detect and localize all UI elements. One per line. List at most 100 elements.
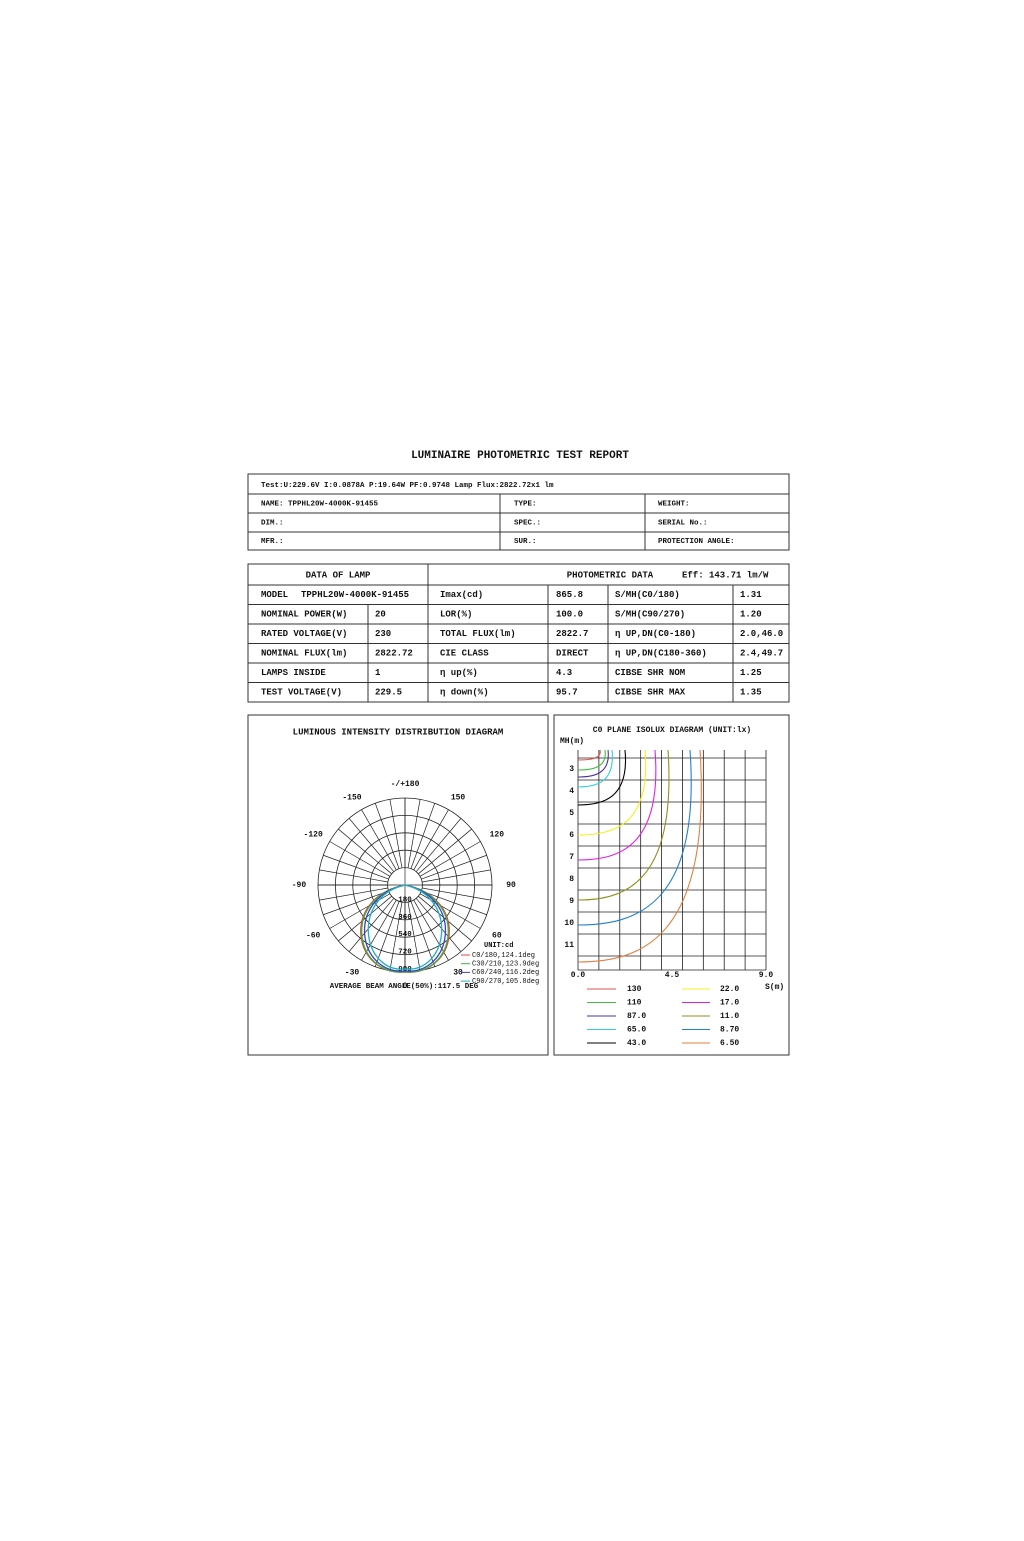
data-cell: S/MH(C0/180) [615,590,680,600]
polar-curve [361,884,449,973]
data-cell: 2822.72 [375,649,413,659]
polar-spoke [361,899,397,961]
isolux-frame [553,714,790,1056]
polar-angle-label: -60 [306,932,321,941]
polar-spoke [422,869,491,883]
report-title: LUMINAIRE PHOTOMETRIC TEST REPORT [411,450,629,462]
polar-angle-label: 30 [453,969,463,978]
info-cell: SERIAL No.: [658,519,708,527]
polar-angle-label: 0 [403,982,408,991]
lamp-header: DATA OF LAMP [306,570,371,580]
isolux-y-tick: 4 [569,787,574,796]
data-cell: NOMINAL POWER(W) [261,610,347,620]
isolux-curve [577,749,647,836]
polar-spoke [421,890,487,916]
legend-label: C60/240,116.2deg [472,969,539,977]
polar-radial-label: 720 [398,949,412,957]
isolux-y-tick: 6 [569,831,574,840]
polar-spoke [389,902,403,971]
efficiency: Eff: 143.71 lm/W [682,570,769,580]
polar-spoke [410,901,436,967]
polar-radial-label: 180 [398,896,412,904]
isolux-curve [577,749,627,806]
polar-spoke [410,803,436,869]
isolux-title: C0 PLANE ISOLUX DIAGRAM (UNIT:lx) [593,726,751,735]
info-cell: SPEC.: [514,519,541,527]
polar-spoke [413,899,449,961]
polar-radial-label: 540 [398,931,412,939]
test-line: Test:U:229.6V I:0.0878A P:19.64W PF:0.97… [261,482,554,490]
data-cell: 2.0,46.0 [740,629,783,639]
legend-label: 65.0 [627,1026,646,1035]
polar-curve [364,884,446,972]
data-cell: 1.25 [740,668,762,678]
data-cell: η up(%) [440,668,478,678]
data-cell: TOTAL FLUX(lm) [440,629,516,639]
polar-angle-label: -90 [292,881,307,890]
polar-spoke [418,895,472,942]
data-cell: LAMPS INSIDE [261,668,326,678]
data-cell: η UP,DN(C0-180) [615,629,696,639]
legend-label: C30/210,123.9deg [472,961,539,969]
data-cell: 229.5 [375,688,402,698]
data-cell: TEST VOLTAGE(V) [261,688,342,698]
isolux-y-tick: 8 [569,875,574,884]
legend-label: 6.50 [720,1039,739,1048]
data-frame [247,563,790,703]
legend-label: 110 [627,999,642,1008]
data-cell: S/MH(C90/270) [615,610,685,620]
data-cell: TPPHL20W-4000K-91455 [301,590,409,600]
polar-spoke [319,887,388,901]
isolux-y-tick: 5 [569,809,574,818]
polar-angle-label: -30 [345,969,360,978]
polar-unit: UNIT:cd [484,942,513,950]
info-cell: DIM.: [261,519,284,527]
beam-angle: AVERAGE BEAM ANGLE(50%):117.5 DEG [330,983,479,991]
data-cell: η down(%) [440,688,489,698]
legend-label: 8.70 [720,1026,739,1035]
data-cell: MODEL [261,590,288,600]
isolux-x-tick: 4.5 [665,971,680,980]
polar-spoke [407,902,421,971]
legend-label: 22.0 [720,985,739,994]
data-cell: CIBSE SHR MAX [615,688,686,698]
polar-radial-label: 360 [398,914,412,922]
polar-spoke [323,890,389,916]
isolux-curve [577,749,657,861]
info-cell: MFR.: [261,538,284,546]
polar-angle-label: 90 [506,881,516,890]
isolux-y-label: MH(m) [560,737,584,746]
info-frame [247,473,790,551]
polar-spoke [421,854,487,880]
isolux-curve [577,749,670,901]
info-cell: WEIGHT: [658,500,690,508]
isolux-curve [577,749,601,761]
polar-spoke [348,898,395,952]
isolux-curve [577,749,606,771]
data-cell: 1.20 [740,610,762,620]
legend-label: C0/180,124.1deg [472,952,535,960]
info-cell: TYPE: [514,500,537,508]
polar-angle-label: -120 [304,831,323,840]
data-cell: Imax(cd) [440,590,483,600]
data-cell: 100.0 [556,610,583,620]
polar-spoke [407,799,421,868]
polar-frame [247,714,549,1056]
data-cell: LOR(%) [440,610,472,620]
data-cell: NOMINAL FLUX(lm) [261,649,347,659]
data-cell: 4.3 [556,668,572,678]
polar-spoke [323,854,389,880]
isolux-y-tick: 7 [569,853,574,862]
data-cell: CIE CLASS [440,649,489,659]
data-cell: 95.7 [556,688,578,698]
isolux-curve [577,749,613,788]
polar-spoke [338,895,392,942]
data-cell: 1.31 [740,590,762,600]
polar-spoke [422,887,491,901]
legend-label: 87.0 [627,1012,646,1021]
polar-radial-label: 900 [398,966,412,974]
isolux-y-tick: 11 [564,941,574,950]
polar-spoke [348,818,395,872]
